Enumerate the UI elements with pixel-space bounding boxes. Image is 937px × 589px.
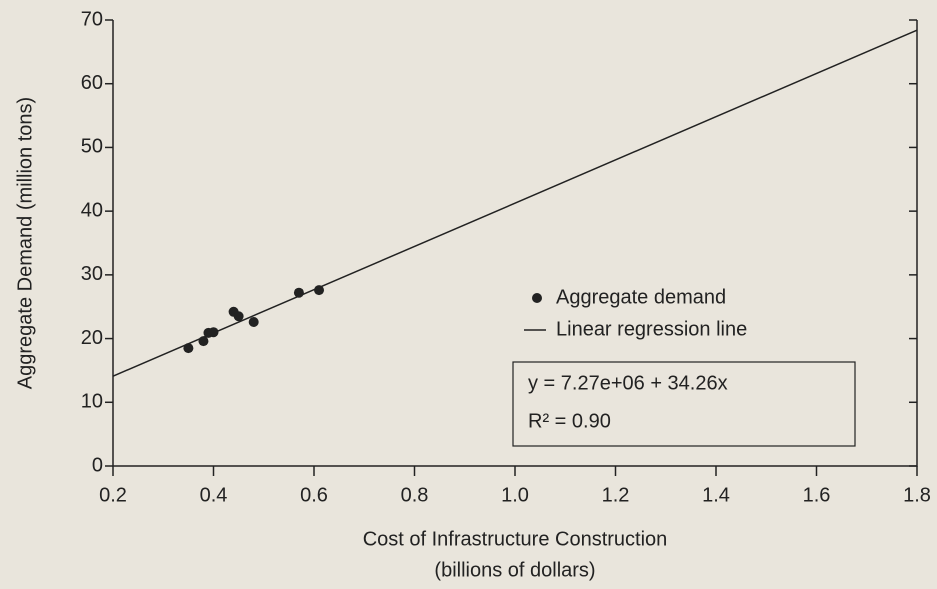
annotation: y = 7.27e+06 + 34.26x bbox=[528, 372, 728, 394]
scatter-point bbox=[233, 311, 244, 322]
x-tick-label: 0.4 bbox=[200, 484, 228, 506]
y-tick-label: 30 bbox=[81, 263, 103, 285]
y-tick-label: 0 bbox=[92, 454, 103, 476]
legend-label: Aggregate demand bbox=[556, 286, 726, 308]
annotation-box bbox=[512, 361, 856, 447]
y-tick-label: 20 bbox=[81, 327, 103, 349]
x-tick-label: 0.2 bbox=[99, 484, 127, 506]
y-tick-label: 60 bbox=[81, 72, 103, 94]
regression-line bbox=[112, 29, 918, 377]
x-tick-label: 1.8 bbox=[903, 484, 931, 506]
legend-swatch bbox=[532, 293, 542, 303]
scatter-point bbox=[314, 285, 325, 296]
annotation: R² = 0.90 bbox=[528, 410, 611, 432]
y-tick-label: 50 bbox=[81, 136, 103, 158]
y-tick-label: 40 bbox=[81, 199, 103, 221]
x-tick-label: 1.0 bbox=[501, 484, 529, 506]
x-tick-label: 0.8 bbox=[401, 484, 429, 506]
x-axis-label: (billions of dollars) bbox=[434, 559, 595, 581]
scatter-point bbox=[183, 343, 194, 354]
y-tick-label: 70 bbox=[81, 8, 103, 30]
legend-label: Linear regression line bbox=[556, 318, 747, 340]
x-tick-label: 0.6 bbox=[300, 484, 328, 506]
y-tick-label: 10 bbox=[81, 391, 103, 413]
x-tick-label: 1.2 bbox=[602, 484, 630, 506]
x-tick-label: 1.4 bbox=[702, 484, 730, 506]
x-axis-label: Cost of Infrastructure Construction bbox=[363, 528, 668, 550]
y-axis-label: Aggregate Demand (million tons) bbox=[14, 97, 36, 389]
x-tick-label: 1.6 bbox=[803, 484, 831, 506]
scatter-point bbox=[248, 317, 259, 328]
